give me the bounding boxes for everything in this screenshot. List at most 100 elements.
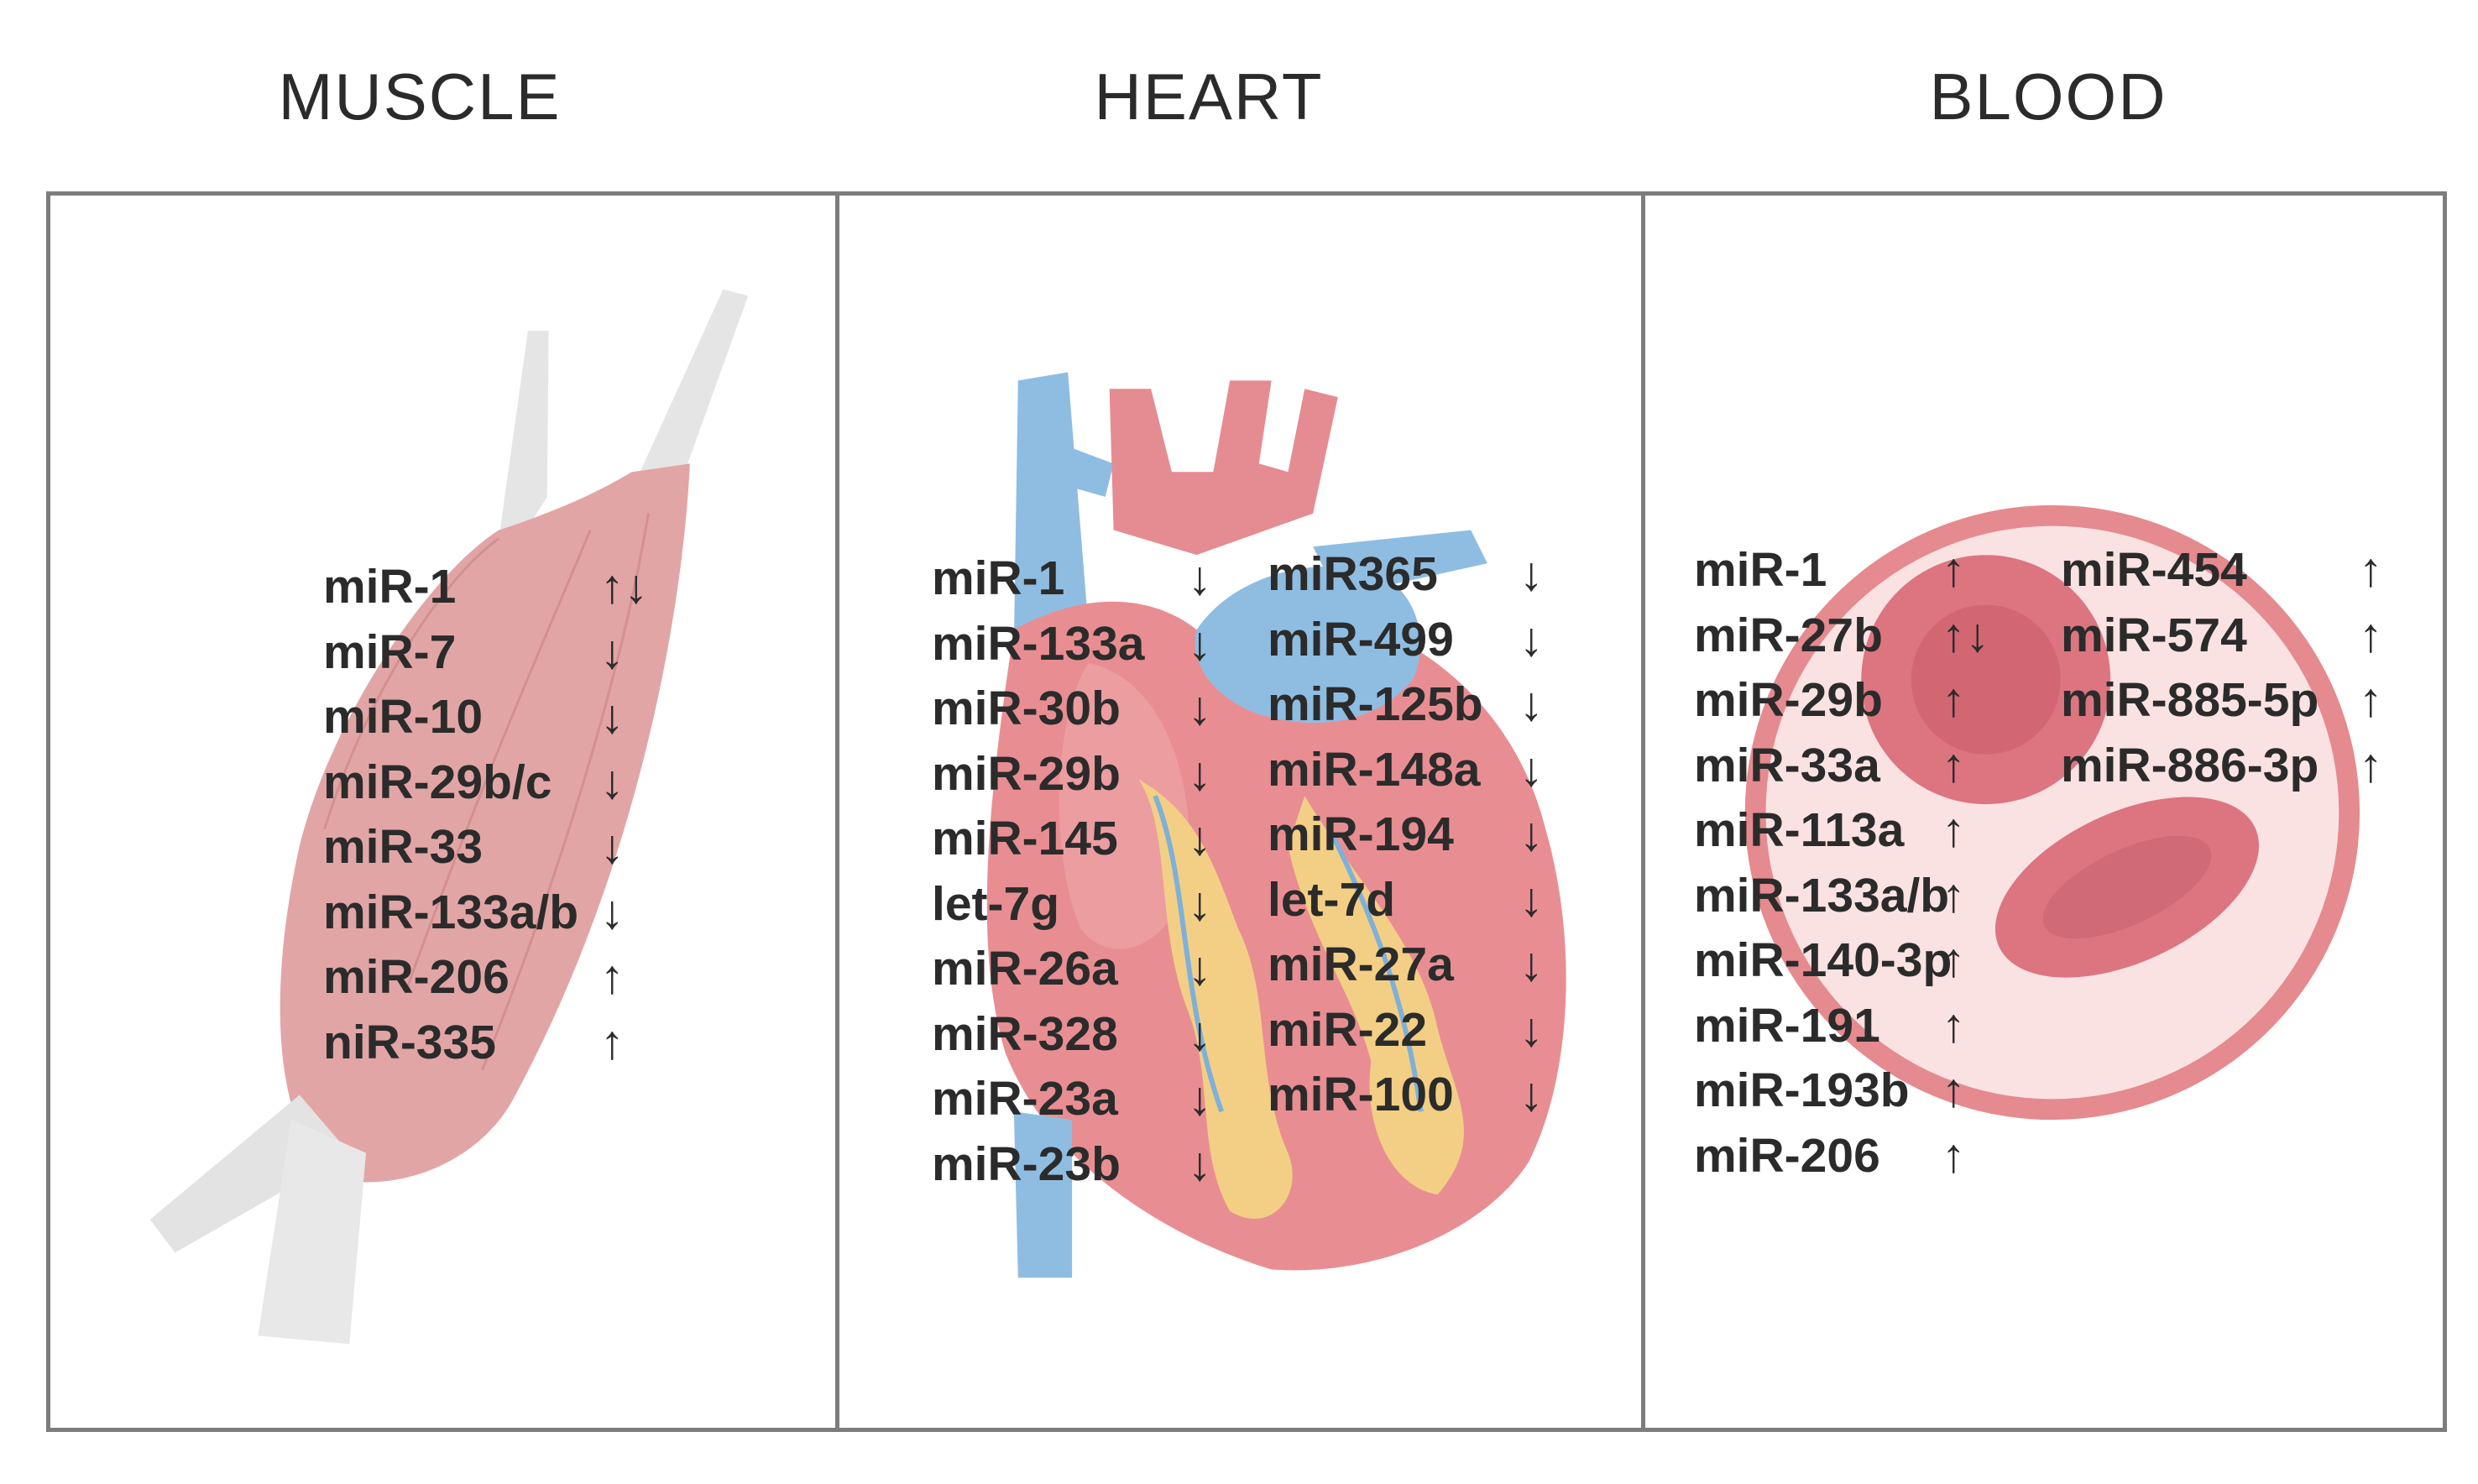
mirna-item: miR-328 ↓ [932, 1002, 1217, 1068]
mirna-name: niR-335 [323, 1015, 496, 1069]
mirna-item: miR-29b/c ↓ [323, 750, 659, 816]
mirna-name: miR-113a [1694, 803, 1905, 857]
regulation-arrow: ↑↓ [1942, 608, 1989, 662]
mirna-item: niR-335 ↑ [323, 1011, 659, 1076]
regulation-arrow: ↓ [1519, 1068, 1544, 1121]
regulation-arrow: ↑ [1942, 673, 1966, 727]
mirna-item: miR-133a/b ↓ [323, 880, 659, 946]
regulation-arrow: ↓ [1188, 942, 1212, 995]
regulation-arrow: ↑ [2359, 543, 2383, 597]
regulation-arrow: ↑ [600, 950, 625, 1004]
mirna-item: miR-194 ↓ [1268, 802, 1570, 868]
mirna-name: miR-145 [932, 812, 1118, 865]
mirna-item: miR-23a ↓ [932, 1067, 1217, 1132]
regulation-arrow: ↓ [1188, 746, 1212, 801]
regulation-arrow: ↑↓ [600, 560, 648, 614]
heart-mirna-list-col2: miR365 ↓ miR-499 ↓ miR-125b ↓ miR-148a ↓ miR-194… [1268, 542, 1570, 1128]
mirna-name: miR-133a/b [1694, 868, 1950, 922]
mirna-name: miR-1 [323, 560, 457, 614]
superior-vena-cava [1013, 372, 1089, 663]
mirna-name: miR-148a [1268, 742, 1481, 797]
mirna-name: miR-100 [1268, 1068, 1454, 1121]
mirna-name: miR-10 [323, 690, 484, 744]
mirna-item: miR-125b ↓ [1268, 672, 1570, 738]
regulation-arrow: ↓ [1519, 938, 1544, 991]
regulation-arrow: ↓ [600, 820, 625, 874]
regulation-arrow: ↑ [2359, 738, 2383, 792]
mirna-name: miR-29b [1694, 673, 1883, 727]
regulation-arrow: ↓ [1519, 742, 1544, 797]
mirna-name: let-7g [932, 876, 1060, 931]
mirna-name: miR-574 [2061, 608, 2247, 662]
mirna-name: miR-133a/b [323, 885, 579, 939]
heart-illustration [986, 372, 1566, 1278]
regulation-arrow: ↓ [1519, 1002, 1544, 1057]
mirna-item: miR-33a ↑ [1694, 734, 2030, 799]
regulation-arrow: ↑ [1942, 998, 1966, 1053]
regulation-arrow: ↓ [600, 624, 625, 679]
muscle-illustration [149, 289, 749, 1345]
regulation-arrow: ↓ [1188, 812, 1212, 865]
mirna-name: miR-191 [1694, 998, 1880, 1053]
regulation-arrow: ↓ [1188, 551, 1212, 605]
mirna-item: miR-1 ↓ [932, 546, 1217, 612]
regulation-arrow: ↓ [1188, 876, 1212, 931]
regulation-arrow: ↓ [1519, 677, 1544, 731]
mirna-item: miR-191 ↑ [1694, 994, 2030, 1059]
regulation-arrow: ↓ [600, 755, 625, 809]
regulation-arrow: ↓ [1188, 682, 1212, 735]
mirna-name: miR-27a [1268, 938, 1454, 991]
regulation-arrow: ↓ [600, 885, 625, 939]
mirna-item: miR-574 ↑ [2061, 604, 2397, 669]
mirna-item: miR-140-3p ↑ [1694, 928, 2030, 994]
mirna-item: miR-29b ↑ [1694, 668, 2030, 734]
heart-panel: miR-1 ↓ miR-133a ↓ miR-30b ↓ miR-29b ↓ miR-145 ↓ l… [835, 191, 1649, 1432]
heart-header: HEART [1094, 60, 1324, 133]
regulation-arrow: ↓ [1519, 872, 1544, 927]
pulmonary-artery [1195, 566, 1421, 724]
regulation-arrow: ↓ [1519, 547, 1544, 601]
mirna-item: miR-454 ↑ [2061, 538, 2397, 604]
mirna-name: miR-29b [932, 746, 1121, 801]
mirna-item: miR-7 ↓ [323, 620, 659, 686]
blood-header: BLOOD [1929, 60, 2167, 133]
regulation-arrow: ↓ [1188, 616, 1212, 671]
regulation-arrow: ↑ [1942, 933, 1966, 987]
mirna-name: miR-33 [323, 820, 484, 874]
mirna-item: miR-148a ↓ [1268, 738, 1570, 803]
mirna-name: miR-133a [932, 616, 1145, 671]
mirna-item: miR-27a ↓ [1268, 933, 1570, 998]
muscle-belly [280, 463, 690, 1183]
mirna-name: miR-886-3p [2061, 738, 2319, 792]
mirna-item: miR-145 ↓ [932, 807, 1217, 872]
regulation-arrow: ↑ [1942, 738, 1966, 792]
regulation-arrow: ↓ [1188, 1072, 1212, 1126]
blood-mirna-list-col1: miR-1 ↑ miR-27b ↑↓ miR-29b ↑ miR-33a ↑ miR-113a ↑… [1694, 538, 2030, 1189]
mirna-name: miR-23a [932, 1072, 1118, 1126]
mirna-item: miR-886-3p ↑ [2061, 734, 2397, 799]
mirna-item: miR-22 ↓ [1268, 998, 1570, 1063]
mirna-name: miR-140-3p [1694, 933, 1953, 987]
mirna-name: miR-1 [932, 551, 1065, 605]
mirna-name: miR-125b [1268, 677, 1483, 731]
regulation-arrow: ↑ [1942, 868, 1966, 922]
regulation-arrow: ↑ [1942, 803, 1966, 857]
mirna-item: miR-885-5p ↑ [2061, 668, 2397, 734]
regulation-arrow: ↑ [1942, 1063, 1966, 1117]
muscle-tendon-bottom-right [258, 1120, 366, 1345]
mirna-item: miR-10 ↓ [323, 685, 659, 750]
muscle-panel: miR-1 ↑↓ miR-7 ↓ miR-10 ↓ miR-29b/c ↓ miR-33 ↓ miR… [46, 191, 844, 1432]
mirna-name: miR-27b [1694, 608, 1883, 662]
muscle-mirna-list: miR-1 ↑↓ miR-7 ↓ miR-10 ↓ miR-29b/c ↓ miR-33 ↓ miR… [323, 555, 659, 1075]
blood-cell-illustration [1744, 504, 2360, 1121]
regulation-arrow: ↑ [600, 1015, 625, 1069]
mirna-name: miR-22 [1268, 1002, 1428, 1057]
mirna-item: miR-30b ↓ [932, 677, 1217, 742]
mirna-item: miR-1 ↑↓ [323, 555, 659, 620]
mirna-item: miR-23b ↓ [932, 1132, 1217, 1198]
mirna-item: miR-206 ↑ [1694, 1124, 2030, 1189]
mirna-name: miR-193b [1694, 1063, 1910, 1117]
mirna-item: let-7g ↓ [932, 872, 1217, 938]
regulation-arrow: ↓ [600, 690, 625, 744]
mirna-name: let-7d [1268, 872, 1396, 927]
